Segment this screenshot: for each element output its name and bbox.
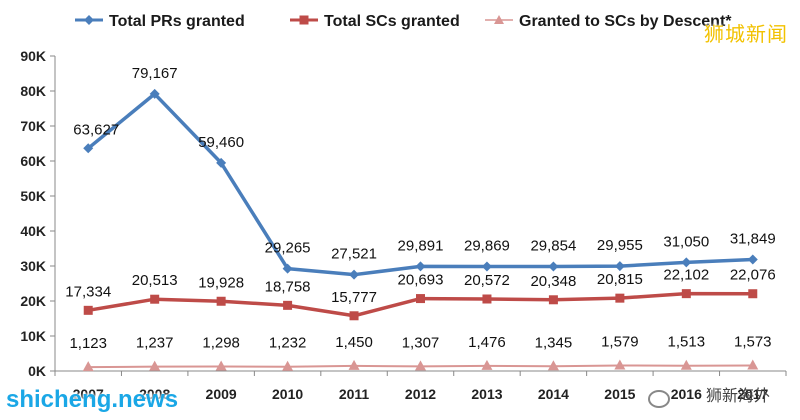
data-label: 1,123 <box>69 335 107 352</box>
data-point <box>349 269 360 280</box>
data-label: 1,450 <box>335 334 373 351</box>
data-point <box>614 359 626 370</box>
data-point <box>349 311 359 321</box>
data-point <box>481 261 492 272</box>
data-label: 63,627 <box>73 121 119 138</box>
x-tick-label: 2014 <box>538 386 569 402</box>
data-point <box>150 294 160 304</box>
data-point <box>681 289 691 299</box>
x-tick-label: 2013 <box>471 386 502 402</box>
data-label: 17,334 <box>65 283 111 300</box>
data-point <box>614 261 625 272</box>
data-label: 20,815 <box>597 271 643 288</box>
y-tick-label: 50K <box>20 188 46 204</box>
data-label: 20,513 <box>132 272 178 289</box>
data-label: 29,891 <box>398 237 444 254</box>
data-point <box>348 359 360 370</box>
data-label: 1,298 <box>202 334 240 351</box>
data-label: 1,345 <box>535 334 573 351</box>
data-label: 29,869 <box>464 237 510 254</box>
data-point <box>680 359 692 370</box>
data-label: 1,573 <box>734 333 772 350</box>
x-tick-label: 2010 <box>272 386 303 402</box>
data-label: 31,849 <box>730 231 776 248</box>
x-tick-label: 2016 <box>671 386 702 402</box>
data-point <box>149 360 161 371</box>
chat-icon <box>648 390 670 408</box>
data-label: 1,579 <box>601 333 639 350</box>
data-point <box>149 88 160 99</box>
data-point <box>82 361 94 372</box>
data-label: 29,854 <box>530 238 576 255</box>
data-point <box>415 261 426 272</box>
data-label: 1,513 <box>668 334 706 351</box>
data-point <box>282 360 294 371</box>
legend-label: Granted to SCs by Descent* <box>519 13 732 30</box>
data-point <box>748 289 758 299</box>
data-point <box>283 300 293 310</box>
data-label: 20,693 <box>398 272 444 289</box>
x-tick-label: 2015 <box>604 386 635 402</box>
data-label: 1,476 <box>468 334 506 351</box>
watermark-bottom-right: 狮新海外 <box>705 386 770 405</box>
x-tick-label: 2017 <box>737 386 768 402</box>
data-point <box>681 257 692 268</box>
data-point <box>747 359 759 370</box>
data-label: 59,460 <box>198 134 244 151</box>
data-point <box>216 157 227 168</box>
y-tick-label: 20K <box>20 293 46 309</box>
data-label: 15,777 <box>331 289 377 306</box>
legend-marker <box>299 15 309 25</box>
watermark-top-right: 狮城新闻 <box>704 22 788 46</box>
data-label: 20,348 <box>530 273 576 290</box>
x-tick-label: 2011 <box>339 386 370 402</box>
data-point <box>216 296 226 306</box>
data-label: 1,307 <box>402 334 440 351</box>
x-tick-label: 2008 <box>139 386 170 402</box>
data-point <box>482 294 492 304</box>
data-point <box>481 359 493 370</box>
x-tick-label: 2012 <box>405 386 436 402</box>
data-label: 20,572 <box>464 272 510 289</box>
legend-marker <box>494 15 504 24</box>
data-point <box>547 360 559 371</box>
data-point <box>282 263 293 274</box>
data-point <box>215 360 227 371</box>
data-point <box>615 293 625 303</box>
data-label: 19,928 <box>198 274 244 291</box>
x-tick-label: 2007 <box>73 386 104 402</box>
data-label: 1,232 <box>269 335 307 352</box>
data-point <box>415 360 426 371</box>
data-label: 79,167 <box>132 65 178 82</box>
data-label: 18,758 <box>265 278 311 295</box>
data-point <box>548 261 559 272</box>
legend-label: Total PRs granted <box>109 13 245 30</box>
y-tick-label: 60K <box>20 153 46 169</box>
legend-marker <box>84 15 94 25</box>
y-tick-label: 70K <box>20 118 46 134</box>
legend-label: Total SCs granted <box>324 13 460 30</box>
data-label: 22,102 <box>663 267 709 284</box>
data-label: 29,265 <box>265 240 311 257</box>
y-tick-label: 30K <box>20 258 46 274</box>
data-label: 31,050 <box>663 233 709 250</box>
data-point <box>83 143 94 154</box>
data-label: 1,237 <box>136 335 174 352</box>
data-point <box>83 305 93 315</box>
y-tick-label: 40K <box>20 223 46 239</box>
data-point <box>747 254 758 265</box>
data-point <box>548 295 558 305</box>
data-label: 29,955 <box>597 237 643 254</box>
y-tick-label: 80K <box>20 83 46 99</box>
x-tick-label: 2009 <box>206 386 237 402</box>
data-label: 22,076 <box>730 267 776 284</box>
y-tick-label: 0K <box>28 363 46 379</box>
data-point <box>416 294 425 304</box>
data-label: 27,521 <box>331 246 377 263</box>
y-tick-label: 90K <box>20 48 46 64</box>
y-tick-label: 10K <box>20 328 46 344</box>
watermark-bottom-left: shicheng.news <box>6 386 179 413</box>
